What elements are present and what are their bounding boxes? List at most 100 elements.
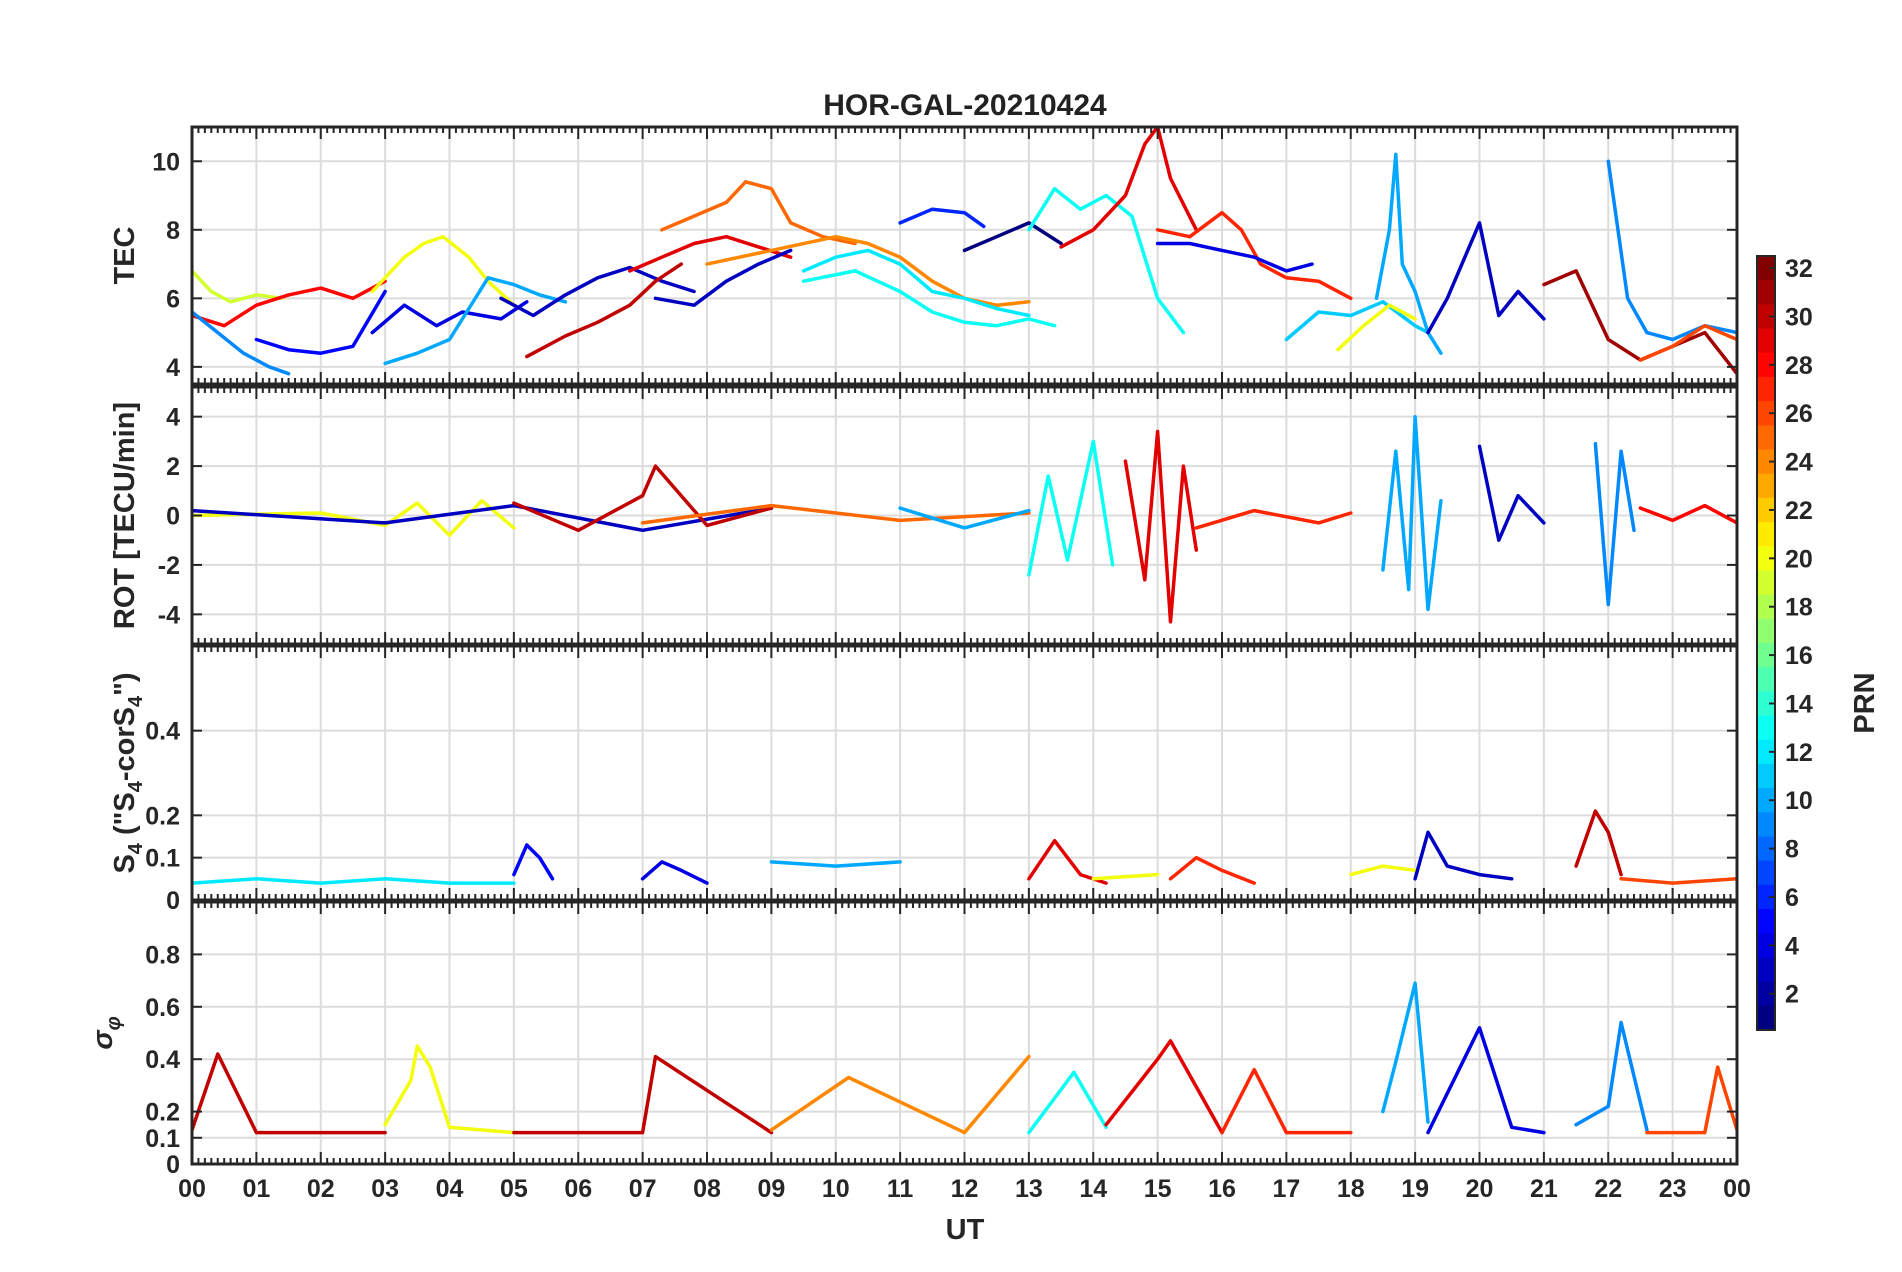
series-line-prn-9 <box>1593 442 1636 607</box>
series-line-prn-6 <box>898 207 986 229</box>
x-tick-label: 23 <box>1659 1175 1687 1203</box>
y-axis-label-part: 4 <box>125 695 147 707</box>
x-tick-label: 08 <box>693 1175 721 1203</box>
y-axis-label-part: -corS <box>109 707 141 781</box>
x-tick-label: 15 <box>1144 1175 1172 1203</box>
series-line-prn-19 <box>192 269 284 304</box>
series-line-prn-25 <box>640 503 1031 525</box>
colorbar-segment <box>1757 884 1775 910</box>
series-line-prn-26 <box>1619 877 1737 885</box>
y-tick-label: 0 <box>166 1151 180 1179</box>
series-line-prn-4 <box>640 860 709 885</box>
panel-tec: 4 6 8 10 TEC <box>109 125 1739 386</box>
chart-title: HOR-GAL-20210424 <box>823 89 1107 122</box>
series-line-prn-13 <box>1027 439 1115 577</box>
series-line-prn-9 <box>1574 1020 1649 1132</box>
x-tick-label: 07 <box>629 1175 657 1203</box>
x-tick-label: 04 <box>436 1175 464 1203</box>
colorbar-segment <box>1757 715 1775 741</box>
colorbar-segment <box>1757 933 1775 958</box>
y-axis-label: σφ <box>87 1016 125 1049</box>
colorbar-segment <box>1757 570 1775 596</box>
series-line-prn-30 <box>512 464 774 533</box>
x-tick-label: 10 <box>822 1175 850 1203</box>
series-line-prn-29 <box>1059 127 1199 249</box>
series-line-prn-10 <box>1381 414 1443 612</box>
series-line-prn-26 <box>1645 1065 1737 1135</box>
series-line-prn-5 <box>512 843 555 881</box>
x-tick-label: 13 <box>1015 1175 1043 1203</box>
series-group <box>192 981 1737 1135</box>
series-line-prn-10 <box>898 506 1031 530</box>
series-line-prn-20 <box>192 498 516 538</box>
x-tick-label: 00 <box>1723 1175 1751 1203</box>
series-line-prn-27 <box>1168 855 1256 885</box>
y-tick-label: -4 <box>158 601 180 629</box>
series-line-prn-20 <box>1091 872 1160 881</box>
series-line-prn-28 <box>192 279 387 328</box>
series-group <box>192 127 1737 376</box>
series-line-prn-29 <box>1104 1039 1224 1135</box>
y-tick-label: 2 <box>166 453 180 481</box>
x-tick-label: 05 <box>500 1175 528 1203</box>
x-tick-label: 12 <box>951 1175 979 1203</box>
x-tick-labels: 00 01 02 03 04 05 06 07 08 09 10 11 12 13 14 15 16 17 18 19… <box>178 1175 1751 1203</box>
colorbar-segment <box>1757 425 1775 450</box>
y-axis-label-part: ") <box>109 672 141 695</box>
series-line-prn-13 <box>1027 186 1186 335</box>
colorbar-tick-label: 6 <box>1785 884 1799 912</box>
series-line-prn-12 <box>801 248 1031 318</box>
series-line-prn-28 <box>1638 503 1737 525</box>
colorbar-segment <box>1757 691 1775 717</box>
y-axis-label-part: ("S <box>109 792 141 843</box>
series-line-prn-20 <box>370 234 516 307</box>
series-line-prn-27 <box>1155 210 1353 301</box>
series-line-prn-10 <box>769 860 902 868</box>
panel-sigma_phi: 00.10.2 0.4 0.6 0.8 σφ <box>87 900 1739 1179</box>
colorbar-segment <box>1757 256 1775 281</box>
series-line-prn-26 <box>1638 323 1737 362</box>
series-group <box>192 809 1737 885</box>
x-tick-label: 18 <box>1337 1175 1365 1203</box>
y-axis-label-part: σ <box>87 1029 119 1050</box>
colorbar-segment <box>1757 643 1775 668</box>
x-tick-label: 22 <box>1594 1175 1622 1203</box>
colorbar-tick-label: 26 <box>1785 400 1813 428</box>
series-line-prn-4 <box>370 300 529 335</box>
series-line-prn-9 <box>192 310 291 376</box>
colorbar-segment <box>1757 909 1775 934</box>
colorbar-segment <box>1757 497 1775 523</box>
x-tick-label: 00 <box>178 1175 206 1203</box>
series-line-prn-3 <box>1477 444 1546 542</box>
x-tick-label: 06 <box>564 1175 592 1203</box>
series-line-prn-10 <box>383 276 568 366</box>
colorbar-segment <box>1757 981 1775 1007</box>
series-line-prn-30 <box>192 1052 387 1135</box>
colorbar-segment <box>1757 401 1775 426</box>
series-line-prn-29 <box>628 234 793 273</box>
series-line-prn-13 <box>801 269 1057 328</box>
y-tick-label: 8 <box>166 217 180 245</box>
colorbar-segment <box>1757 618 1775 644</box>
colorbar-segment <box>1757 788 1775 813</box>
colorbar-segment <box>1757 812 1775 837</box>
series-line-prn-3 <box>1413 830 1514 881</box>
y-axis-label-part: 4 <box>125 842 147 854</box>
series-line-prn-30 <box>525 262 684 359</box>
colorbar-tick-label: 14 <box>1785 690 1813 718</box>
colorbar-segment <box>1757 546 1775 571</box>
y-tick-label: 10 <box>152 148 180 176</box>
x-tick-label: 19 <box>1401 1175 1429 1203</box>
series-line-prn-10 <box>1381 981 1430 1124</box>
y-tick-label: 0 <box>166 887 180 915</box>
colorbar-segment <box>1757 957 1775 983</box>
panel-s4: 00.10.20.4S4 ("S4-corS4") <box>109 644 1739 915</box>
x-tick-label: 11 <box>887 1175 914 1203</box>
y-tick-label: 0.1 <box>145 1125 180 1153</box>
series-line-prn-3 <box>192 503 774 533</box>
colorbar-segment <box>1757 304 1775 330</box>
x-tick-label: 03 <box>371 1175 399 1203</box>
